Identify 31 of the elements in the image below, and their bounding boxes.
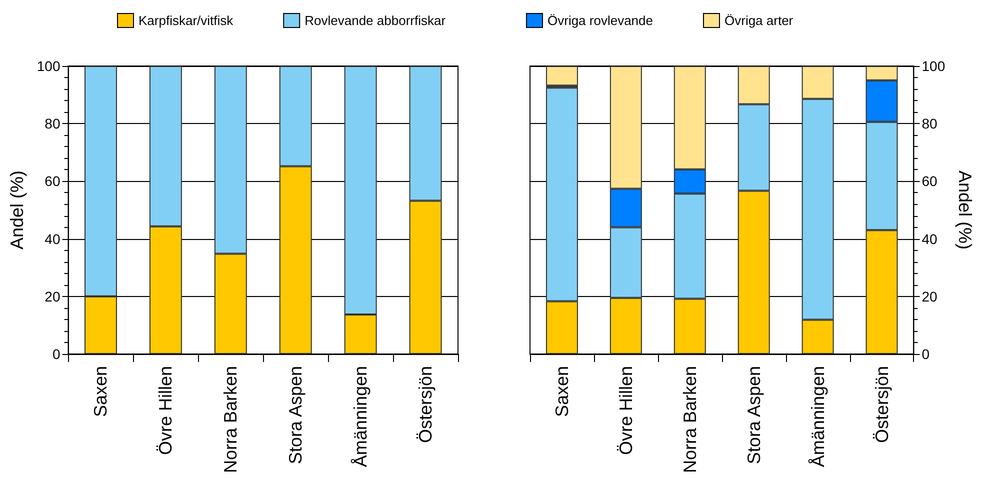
y-axis-title: Andel (%) (955, 170, 975, 250)
y-tick-label: 40 (44, 230, 60, 247)
y-tick-label: 0 (922, 346, 930, 362)
y-tick-label: 20 (44, 288, 60, 304)
x-tick-label: Övre Hillen (156, 366, 176, 456)
y-tick-label: 80 (44, 116, 60, 132)
y-tick-label: 60 (922, 173, 938, 190)
y-tick-label: 100 (36, 58, 60, 74)
y-tick-label: 0 (52, 346, 60, 362)
x-tick-label: Norra Barken (220, 366, 241, 474)
x-tick-label: Saxen (552, 366, 572, 418)
x-tick-label: Stora Aspen (744, 366, 764, 464)
x-tick-label: Östersjön (872, 366, 892, 444)
x-tick-label: Östersjön (416, 366, 436, 444)
y-tick-label: 40 (922, 230, 938, 247)
bar (546, 66, 578, 86)
y-tick-label: 60 (44, 173, 60, 190)
x-tick-label: Saxen (90, 366, 111, 418)
y-tick-label: 100 (922, 58, 946, 74)
x-tick-label: Åmänningen (350, 366, 371, 468)
legend-label: Övriga rovlevande (548, 13, 653, 28)
x-tick-label: Övre Hillen (616, 366, 636, 456)
y-tick-label: 80 (922, 116, 938, 132)
x-tick-label: Norra Barken (680, 366, 700, 474)
y-tick-label: 20 (922, 288, 938, 304)
legend-label: Övriga arter (724, 13, 794, 28)
x-tick-label: Stora Aspen (286, 366, 306, 464)
legend-label: Rovlevande abborrfiskar (304, 13, 446, 28)
y-axis-title: Andel (%) (7, 170, 27, 250)
legend-label: Karpfiskar/vitfisk (138, 13, 234, 28)
x-tick-label: Åmänningen (808, 366, 828, 468)
